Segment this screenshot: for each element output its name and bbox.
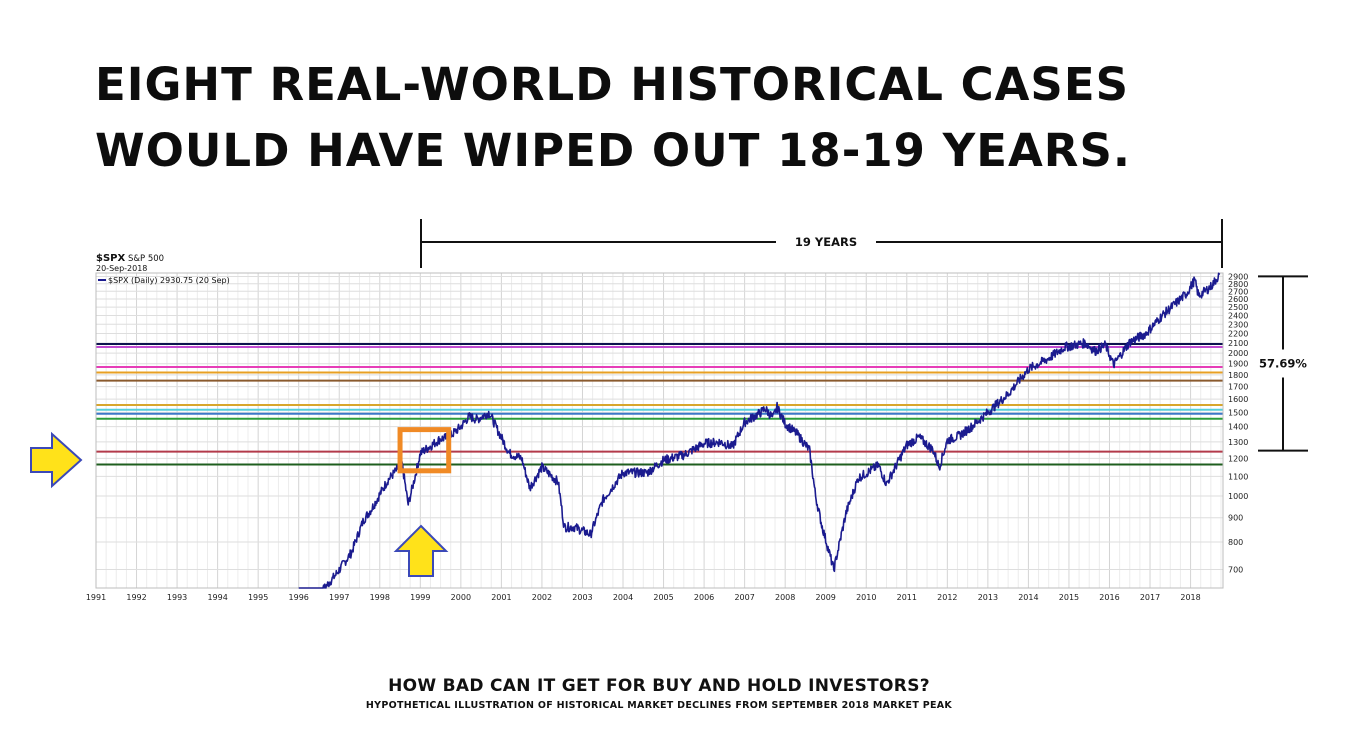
y-tick-label: 1000: [1228, 492, 1248, 501]
y-tick-label: 2200: [1228, 329, 1248, 338]
x-tick-label: 1991: [86, 593, 106, 602]
chart-name: S&P 500: [128, 254, 164, 264]
footer-title: HOW BAD CAN IT GET FOR BUY AND HOLD INVE…: [388, 676, 930, 696]
x-tick-label: 1999: [410, 593, 430, 602]
y-tick-label: 900: [1228, 514, 1243, 523]
footer-subtitle: HYPOTHETICAL ILLUSTRATION OF HISTORICAL …: [365, 700, 953, 711]
x-tick-label: 2006: [694, 593, 714, 602]
x-tick-label: 1996: [289, 593, 309, 602]
decline-label: 57.69%: [1259, 357, 1307, 371]
x-tick-label: 1995: [248, 593, 268, 602]
y-axis-ticks: 700 800 900 1000 1100 1200 1300 1400 1500 1600 170…: [1228, 273, 1248, 575]
x-tick-label: 2012: [937, 593, 957, 602]
spx-chart: 1991 1992 1993 1994 1995 1996 1997 1998 1999 2000…: [30, 219, 1308, 602]
x-tick-label: 2013: [978, 593, 998, 602]
y-tick-label: 2900: [1228, 273, 1248, 282]
horizontal-lines: [96, 343, 1223, 466]
y-tick-label: 1100: [1228, 472, 1248, 481]
x-tick-label: 2001: [491, 593, 511, 602]
x-tick-label: 2016: [1099, 593, 1119, 602]
x-tick-label: 2000: [451, 593, 471, 602]
x-tick-label: 2015: [1059, 593, 1079, 602]
x-tick-label: 2003: [572, 593, 592, 602]
y-tick-label: 1200: [1228, 454, 1248, 463]
x-tick-label: 1997: [329, 593, 349, 602]
y-tick-label: 2600: [1228, 295, 1248, 304]
headline-line-1: EIGHT REAL-WORLD HISTORICAL CASES: [95, 58, 1129, 111]
x-tick-label: 2008: [775, 593, 795, 602]
x-tick-label: 2014: [1018, 593, 1038, 602]
x-tick-label: 2010: [856, 593, 876, 602]
span-label: 19 YEARS: [795, 235, 857, 249]
x-axis-ticks: 1991 1992 1993 1994 1995 1996 1997 1998 1999 2000…: [86, 593, 1201, 602]
chart-date: 20-Sep-2018: [96, 264, 147, 273]
y-tick-label: 1700: [1228, 383, 1248, 392]
y-tick-label: 2400: [1228, 312, 1248, 321]
headline: EIGHT REAL-WORLD HISTORICAL CASES WOULD …: [95, 52, 1295, 184]
arrow-up-icon: [393, 524, 449, 577]
x-tick-label: 2011: [897, 593, 917, 602]
headline-line-2: WOULD HAVE WIPED OUT 18-19 YEARS.: [95, 124, 1131, 177]
x-tick-label: 2007: [734, 593, 754, 602]
y-tick-label: 2300: [1228, 320, 1248, 329]
y-tick-label: 800: [1228, 538, 1243, 547]
series-line-spx: [298, 272, 1221, 589]
y-tick-label: 2800: [1228, 280, 1248, 289]
y-tick-label: 2500: [1228, 303, 1248, 312]
y-tick-label: 2100: [1228, 339, 1248, 348]
decline-bracket: 57.69%: [1258, 275, 1308, 452]
y-tick-label: 1800: [1228, 371, 1248, 380]
y-tick-label: 1900: [1228, 360, 1248, 369]
x-tick-label: 1994: [207, 593, 227, 602]
y-tick-label: 1400: [1228, 423, 1248, 432]
chart-ticker: $SPX: [96, 253, 125, 264]
arrow-right-icon: [30, 431, 83, 489]
plot-frame: [95, 272, 1224, 589]
x-tick-label: 2005: [653, 593, 673, 602]
y-tick-label: 700: [1228, 566, 1243, 575]
y-tick-label: 2700: [1228, 287, 1248, 296]
x-tick-label: 2018: [1180, 593, 1200, 602]
x-tick-label: 2009: [816, 593, 836, 602]
span-bracket: 19 YEARS: [420, 219, 1223, 268]
series-layer: [298, 272, 1221, 589]
y-tick-label: 1500: [1228, 408, 1248, 417]
legend-entry: $SPX (Daily) 2930.75 (20 Sep): [108, 276, 230, 285]
x-tick-label: 1998: [370, 593, 390, 602]
highlight-box: [397, 427, 452, 474]
y-tick-label: 2000: [1228, 349, 1248, 358]
x-tick-label: 1992: [126, 593, 146, 602]
y-tick-label: 1600: [1228, 395, 1248, 404]
chart-grid: [95, 273, 1223, 588]
y-tick-label: 1300: [1228, 438, 1248, 447]
x-tick-label: 2002: [532, 593, 552, 602]
x-tick-label: 2004: [613, 593, 633, 602]
x-tick-label: 1993: [167, 593, 187, 602]
x-tick-label: 2017: [1140, 593, 1160, 602]
